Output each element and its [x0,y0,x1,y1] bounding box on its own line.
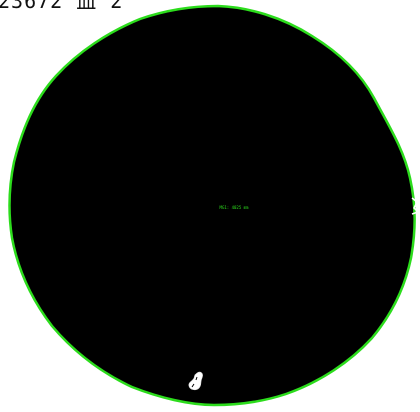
measurement-label: MG1: 4025 mm [220,205,249,210]
debris-artifact [188,371,203,391]
edge-notch [411,197,420,215]
segmented-region [8,4,416,407]
image-id-label: 23672 血 2 [0,0,124,13]
